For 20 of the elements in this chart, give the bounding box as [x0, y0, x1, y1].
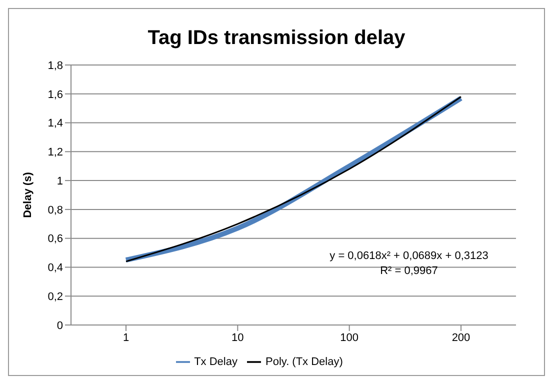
y-tick-label: 0,8: [48, 204, 63, 216]
x-tick-label: 100: [340, 332, 359, 344]
y-tick-label: 1,6: [48, 88, 63, 101]
y-axis-title: Delay (s): [22, 172, 34, 218]
x-tick-label: 10: [232, 332, 244, 344]
legend-label: Tx Delay: [194, 356, 238, 368]
chart-title: Tag IDs transmission delay: [146, 27, 406, 51]
y-tick-label: 1,4: [48, 118, 63, 130]
y-tick-label: 1,8: [48, 60, 63, 72]
y-tick-label: 1: [56, 175, 63, 188]
y-tick-label: 0,6: [48, 233, 63, 246]
y-tick-label: 0,2: [48, 291, 63, 304]
annotation: y = 0,0618x² + 0,0689x + 0,3123: [328, 249, 490, 264]
x-tick-label: 200: [452, 332, 470, 344]
x-tick-label: 1: [122, 332, 130, 344]
y-tick-label: 1,2: [48, 146, 63, 159]
y-tick-label: 0: [56, 320, 63, 332]
annotation: R² = 0,9967: [379, 264, 439, 279]
legend-label: Poly. (Tx Delay): [265, 356, 343, 368]
y-tick-label: 0,4: [48, 262, 63, 274]
